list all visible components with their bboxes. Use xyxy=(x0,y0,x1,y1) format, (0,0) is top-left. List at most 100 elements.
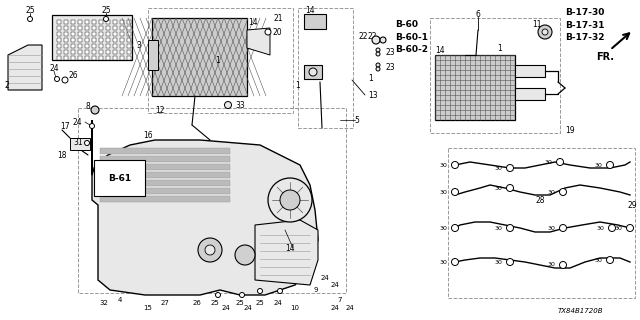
Text: 30: 30 xyxy=(614,226,622,230)
Text: 30: 30 xyxy=(439,189,447,195)
Bar xyxy=(57,50,61,54)
Bar xyxy=(113,50,117,54)
Bar xyxy=(127,20,131,24)
Bar xyxy=(92,50,96,54)
Bar xyxy=(448,148,635,298)
Text: 9: 9 xyxy=(314,287,318,293)
Text: 24: 24 xyxy=(221,305,230,311)
Bar xyxy=(113,26,117,30)
Text: 24: 24 xyxy=(72,117,82,126)
Bar xyxy=(78,44,82,48)
Circle shape xyxy=(506,164,513,172)
Bar xyxy=(78,50,82,54)
Circle shape xyxy=(265,29,271,35)
Text: 14: 14 xyxy=(248,18,258,27)
Text: 30: 30 xyxy=(494,226,502,230)
Bar xyxy=(298,8,353,128)
Bar xyxy=(106,44,110,48)
Text: 24: 24 xyxy=(346,305,355,311)
Bar xyxy=(92,26,96,30)
Bar xyxy=(57,56,61,60)
Polygon shape xyxy=(255,220,318,285)
Bar xyxy=(92,44,96,48)
Bar xyxy=(247,30,267,48)
Bar xyxy=(85,50,89,54)
Circle shape xyxy=(607,162,614,169)
Polygon shape xyxy=(92,120,318,295)
Bar xyxy=(57,32,61,36)
Circle shape xyxy=(90,124,95,129)
Circle shape xyxy=(62,77,68,83)
Circle shape xyxy=(84,140,90,146)
Bar xyxy=(57,20,61,24)
Bar xyxy=(85,56,89,60)
Circle shape xyxy=(559,188,566,196)
Text: 1: 1 xyxy=(216,55,220,65)
Text: 1: 1 xyxy=(498,44,502,52)
Circle shape xyxy=(559,261,566,268)
Text: 24: 24 xyxy=(331,305,339,311)
Bar xyxy=(127,56,131,60)
Bar xyxy=(127,50,131,54)
Circle shape xyxy=(506,225,513,231)
Bar xyxy=(70,138,90,150)
Circle shape xyxy=(309,68,317,76)
Circle shape xyxy=(376,52,380,56)
Circle shape xyxy=(451,162,458,169)
Bar xyxy=(52,15,132,60)
Bar xyxy=(515,88,545,100)
Bar xyxy=(304,65,322,79)
Text: 30: 30 xyxy=(494,186,502,190)
Bar xyxy=(100,164,230,170)
Text: 30: 30 xyxy=(547,189,555,195)
Text: 20: 20 xyxy=(272,28,282,36)
Bar xyxy=(71,26,75,30)
Text: FR.: FR. xyxy=(596,52,614,62)
Bar xyxy=(106,50,110,54)
Circle shape xyxy=(506,259,513,266)
Circle shape xyxy=(557,158,563,165)
Text: 27: 27 xyxy=(161,300,170,306)
Text: 2: 2 xyxy=(4,81,9,90)
Bar xyxy=(78,32,82,36)
Text: 7: 7 xyxy=(338,297,342,303)
Bar xyxy=(127,44,131,48)
Bar xyxy=(435,55,515,120)
Circle shape xyxy=(225,101,232,108)
Circle shape xyxy=(278,289,282,293)
Bar xyxy=(113,32,117,36)
Text: 26: 26 xyxy=(193,300,202,306)
Bar xyxy=(99,20,103,24)
Text: 25: 25 xyxy=(25,5,35,14)
Circle shape xyxy=(54,76,60,82)
Circle shape xyxy=(372,36,380,44)
Text: 30: 30 xyxy=(594,258,602,262)
Circle shape xyxy=(451,225,458,231)
Text: 14: 14 xyxy=(305,5,315,14)
Bar xyxy=(64,56,68,60)
Bar xyxy=(100,188,230,194)
Circle shape xyxy=(257,289,262,293)
Circle shape xyxy=(280,190,300,210)
Text: 33: 33 xyxy=(235,100,244,109)
Bar xyxy=(113,38,117,42)
Bar xyxy=(99,32,103,36)
Text: 5: 5 xyxy=(355,116,360,124)
Text: 3: 3 xyxy=(136,41,141,50)
Circle shape xyxy=(607,257,614,263)
Circle shape xyxy=(627,225,634,231)
Text: 23: 23 xyxy=(385,47,395,57)
Text: 30: 30 xyxy=(594,163,602,167)
Text: 26: 26 xyxy=(68,70,77,79)
Text: B-17-30
B-17-31
B-17-32: B-17-30 B-17-31 B-17-32 xyxy=(565,8,605,42)
Circle shape xyxy=(380,37,386,43)
Text: 30: 30 xyxy=(547,226,555,230)
Circle shape xyxy=(268,178,312,222)
Text: 24: 24 xyxy=(331,282,339,288)
Bar xyxy=(148,40,158,70)
Bar xyxy=(127,26,131,30)
Bar xyxy=(99,50,103,54)
Text: 30: 30 xyxy=(494,260,502,265)
Bar xyxy=(57,44,61,48)
Text: 14: 14 xyxy=(435,45,445,54)
